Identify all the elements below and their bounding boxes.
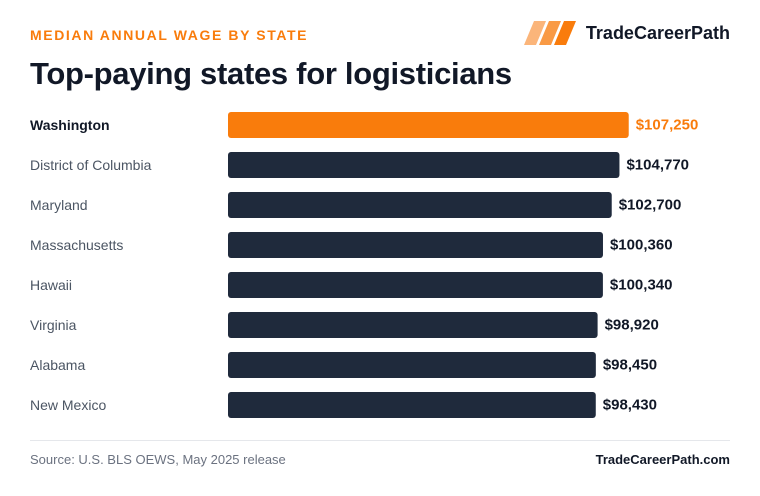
brand-name: TradeCareerPath [585, 22, 730, 43]
footer-divider [30, 440, 730, 441]
value-label: $98,430 [603, 397, 657, 414]
site-url: TradeCareerPath.com [595, 452, 730, 467]
category-label: Alabama [30, 357, 85, 373]
value-label: $107,250 [636, 117, 699, 134]
bar [228, 272, 603, 298]
value-label: $100,340 [610, 277, 673, 294]
value-label: $98,450 [603, 357, 657, 374]
value-label: $102,700 [619, 197, 682, 214]
value-label: $100,360 [610, 237, 673, 254]
bar [228, 352, 596, 378]
category-label: Maryland [30, 197, 88, 213]
category-label: New Mexico [30, 397, 106, 413]
value-label: $98,920 [605, 317, 659, 334]
category-label: Virginia [30, 317, 77, 333]
chart-kicker: MEDIAN ANNUAL WAGE BY STATE [30, 27, 309, 43]
bar [228, 192, 612, 218]
category-label: Washington [30, 117, 110, 133]
bar [228, 152, 620, 178]
chart-title: Top-paying states for logisticians [30, 56, 512, 91]
bar [228, 392, 596, 418]
bar [228, 312, 598, 338]
category-label: Massachusetts [30, 237, 123, 253]
source-note: Source: U.S. BLS OEWS, May 2025 release [30, 452, 286, 467]
bar [228, 112, 629, 138]
category-label: Hawaii [30, 277, 72, 293]
stripes-logo-icon [523, 21, 576, 45]
brand-logo: TradeCareerPath [523, 20, 730, 46]
value-label: $104,770 [626, 157, 689, 174]
bar [228, 232, 603, 258]
category-label: District of Columbia [30, 157, 152, 173]
